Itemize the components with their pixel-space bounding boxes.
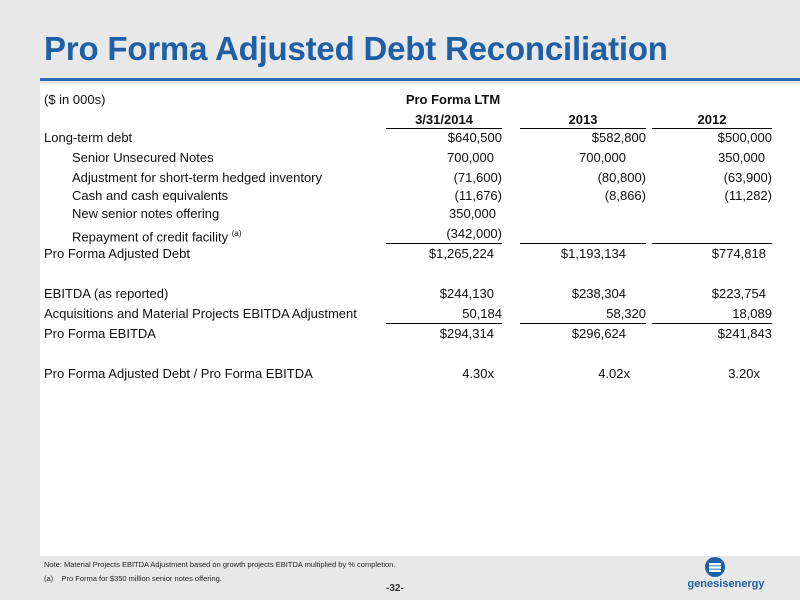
units-label: ($ in 000s) [44,92,106,107]
row-value-col2: (80,800) [597,170,646,185]
row-value-col3: 3.20x [728,366,760,381]
row-label: New senior notes offering [72,206,220,221]
row-value-col2: 700,000 [579,150,626,165]
row-value-col3: $500,000 [717,130,772,145]
row-value-col1: $640,500 [447,130,502,145]
row-value-col2: (8,866) [604,188,646,203]
row-value-col1: (342,000) [446,226,502,241]
row-value-col3: 350,000 [718,150,765,165]
row-value-col3: (63,900) [723,170,772,185]
ebitda-rule-3 [652,323,772,324]
row-label: Pro Forma EBITDA [44,326,156,341]
subtotal-rule-3 [652,243,772,244]
header-underline-3 [652,128,772,129]
header-underline-2 [520,128,646,129]
row-label: Pro Forma Adjusted Debt / Pro Forma EBIT… [44,366,313,381]
row-value-col2: $296,624 [571,326,626,341]
row-label: Senior Unsecured Notes [72,150,214,165]
row-value-col2: $1,193,134 [560,246,626,261]
table-panel: ($ in 000s) Pro Forma LTM 3/31/2014 2013… [40,84,800,556]
header-col2: 2013 [568,112,598,127]
footnote-a: (a) Pro Forma for $350 million senior no… [44,574,222,583]
row-label: Long-term debt [44,130,133,145]
row-label: EBITDA (as reported) [44,286,169,301]
header-underline-1 [386,128,502,129]
row-value-col3: 18,089 [732,306,772,321]
row-value-col1: $1,265,224 [428,246,494,261]
title-rule [40,78,800,81]
row-value-col1: $244,130 [439,286,494,301]
row-value-col3: $774,818 [711,246,766,261]
row-value-col1: $294,314 [439,326,494,341]
slide-title: Pro Forma Adjusted Debt Reconciliation [44,30,668,67]
row-value-col3: (11,282) [724,188,772,203]
genesis-logo-icon [705,557,725,577]
logo-text: genesisenergy [687,578,765,590]
header-col3: 2012 [697,112,727,127]
row-value-col3: $241,843 [717,326,772,341]
footnote-marker: (a) [231,229,242,238]
subtotal-rule-1 [386,243,502,244]
row-value-col2: 58,320 [606,306,646,321]
company-logo: genesisenergy [676,556,776,596]
footnote-a-text: Pro Forma for $350 million senior notes … [61,574,222,583]
row-label-text: Repayment of credit facility [72,229,229,245]
row-label: Acquisitions and Material Projects EBITD… [44,306,357,321]
row-label: Cash and cash equivalents [72,188,229,203]
row-value-col3: $223,754 [711,286,766,301]
row-label: Pro Forma Adjusted Debt [44,246,190,261]
subtotal-rule-2 [520,243,646,244]
ebitda-rule-1 [386,323,502,324]
ebitda-rule-2 [520,323,646,324]
row-value-col2: 4.02x [598,366,630,381]
footnote-a-marker: (a) [44,574,54,583]
row-value-col2: $582,800 [591,130,646,145]
row-value-col2: $238,304 [571,286,626,301]
page-number: -32- [386,583,404,594]
row-value-col1: 700,000 [447,150,494,165]
row-value-col1: (71,600) [453,170,502,185]
row-value-col1: (11,676) [454,188,502,203]
header-group: Pro Forma LTM [405,92,501,107]
row-value-col1: 50,184 [462,306,502,321]
row-value-col1: 4.30x [462,366,494,381]
row-label: Repayment of credit facility (a) [72,226,241,245]
footnote-note: Note: Material Projects EBITDA Adjustmen… [44,560,396,569]
row-label: Adjustment for short-term hedged invento… [72,170,323,185]
header-col1: 3/31/2014 [415,112,473,127]
row-value-col1: 350,000 [449,206,496,221]
